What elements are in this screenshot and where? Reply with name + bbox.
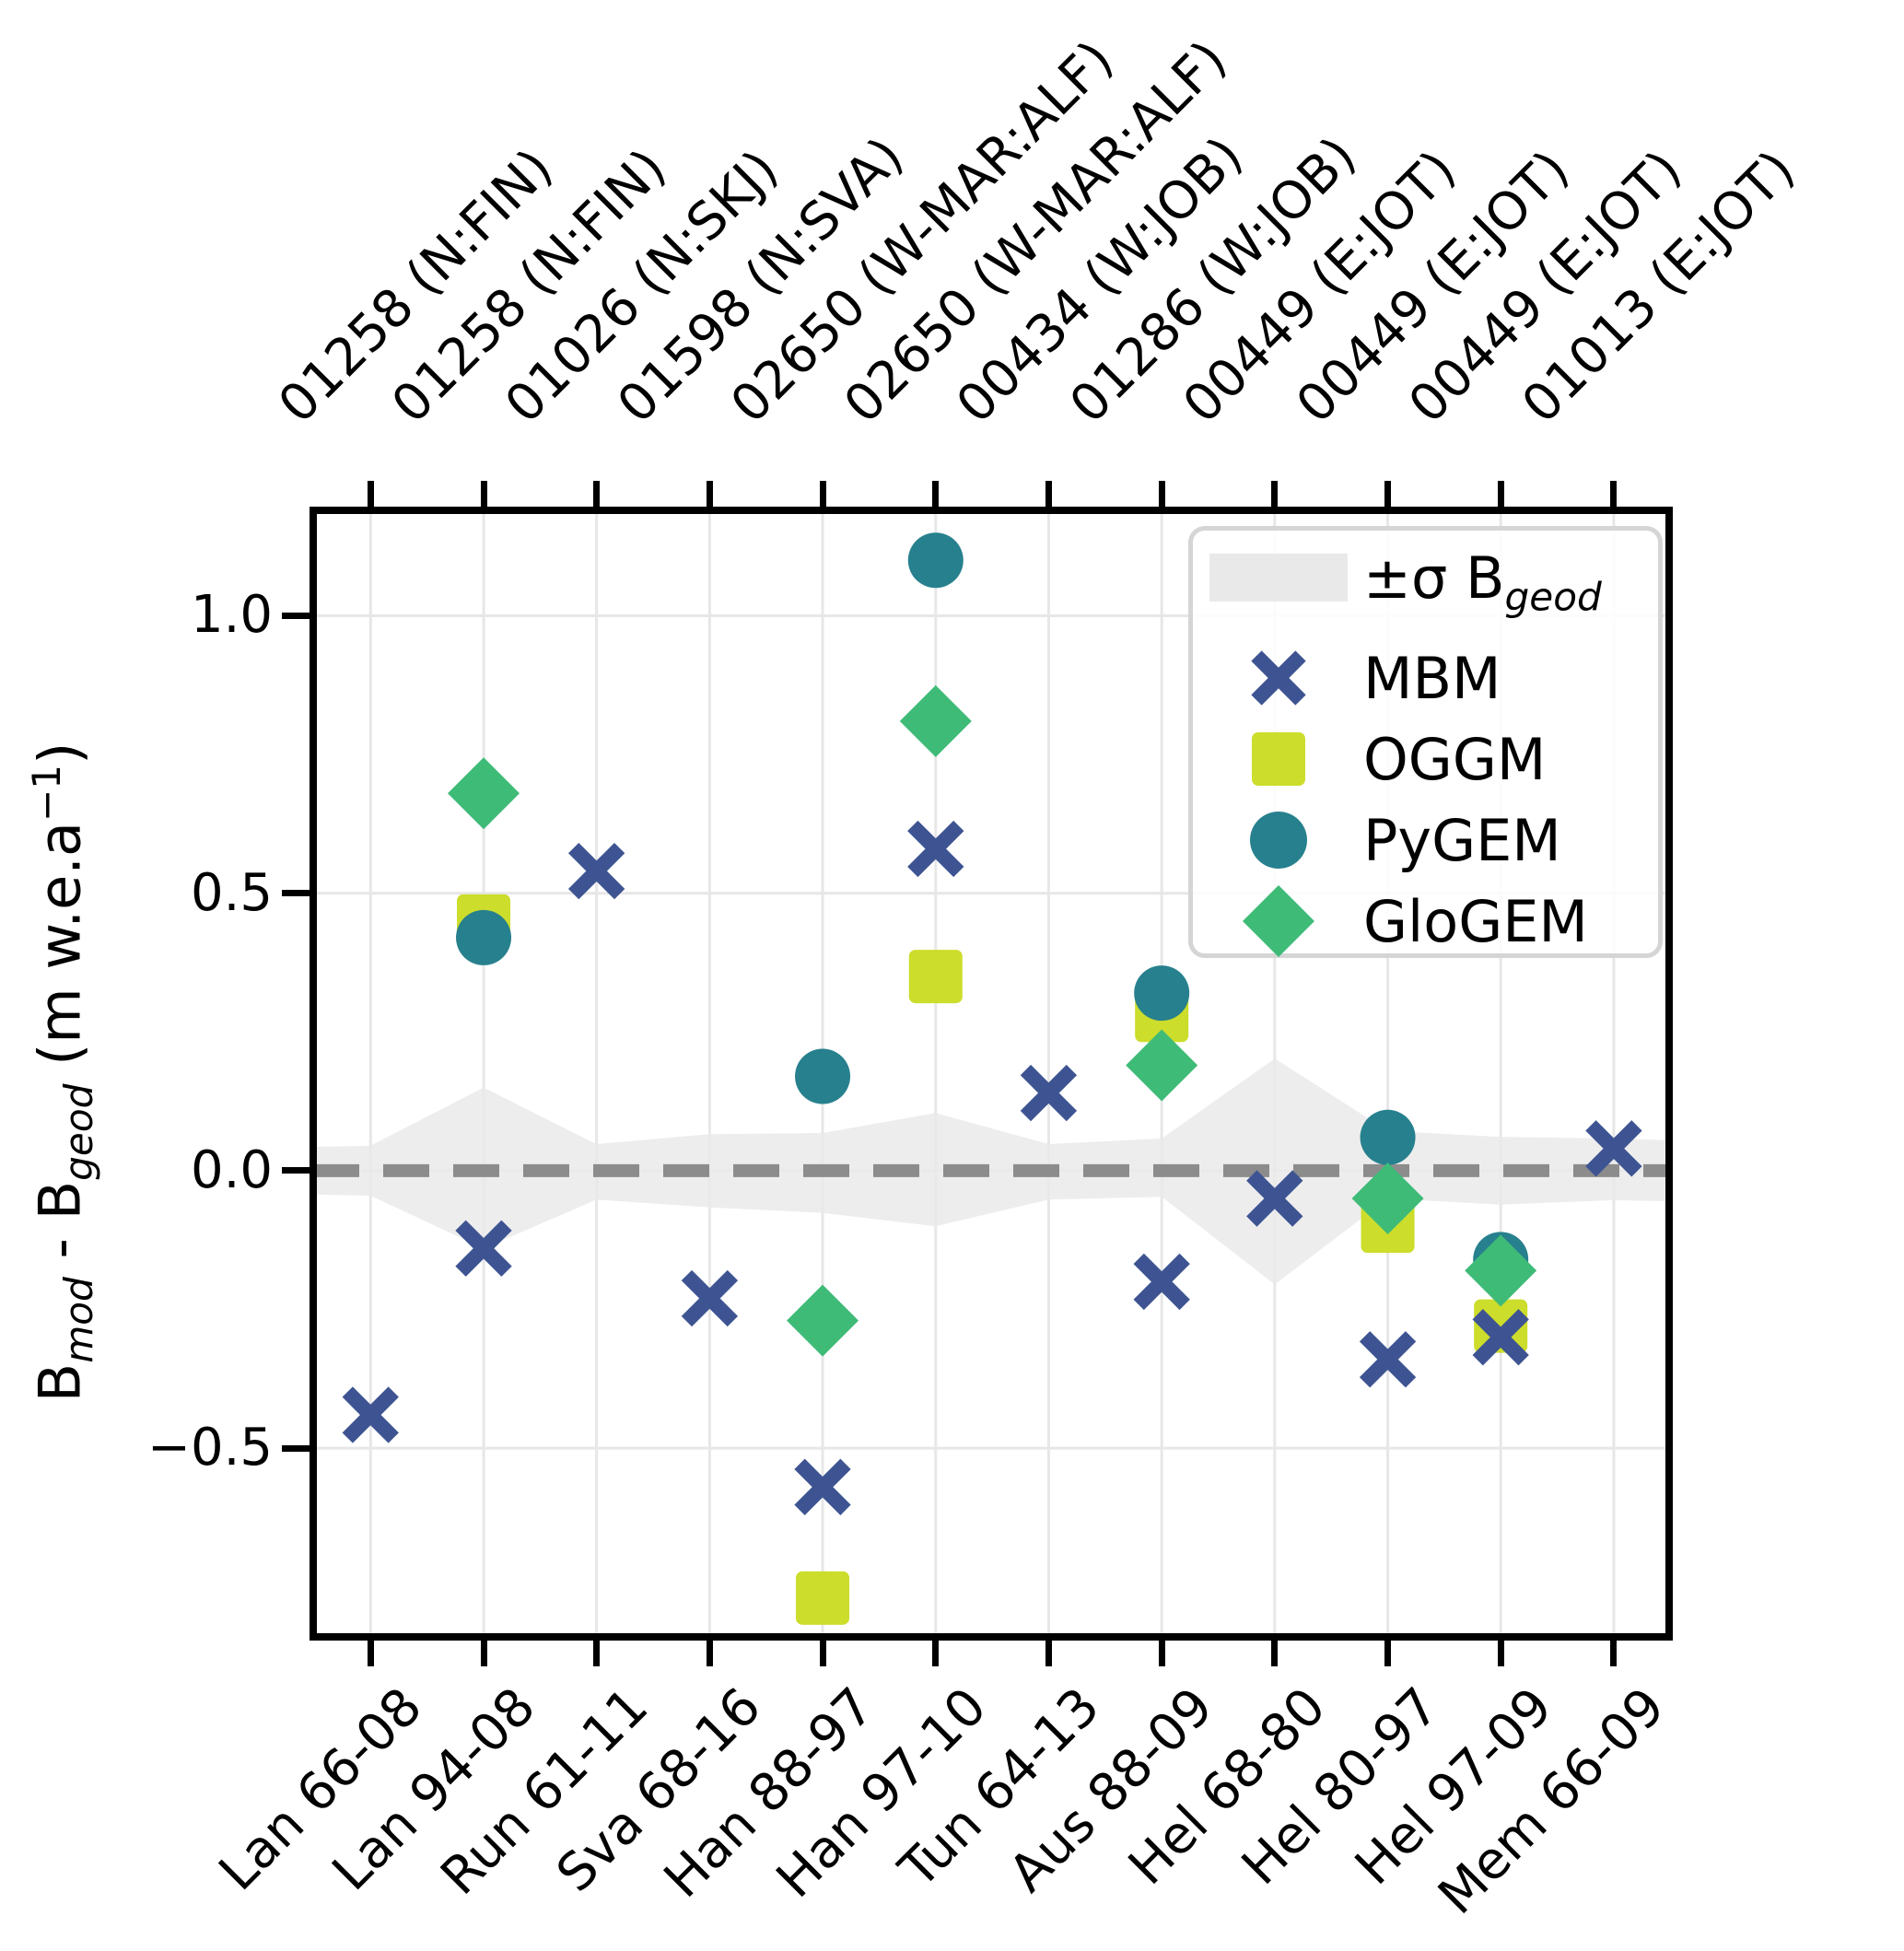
top-tick-mark [367, 481, 374, 510]
bottom-tick-mark [1384, 1637, 1392, 1666]
legend-row-oggm: OGGM [1193, 718, 1658, 800]
pygem-marker [1134, 965, 1190, 1022]
glogem-marker [1465, 1234, 1537, 1307]
legend-label-glogem: GloGEM [1363, 887, 1588, 955]
pygem-marker [907, 532, 964, 589]
top-tick-mark [1271, 481, 1279, 510]
glogem-marker [1351, 1162, 1424, 1235]
x-marker-icon [1193, 641, 1363, 715]
y-tick-mark [282, 890, 313, 897]
sigma-band-swatch-icon [1193, 553, 1363, 602]
top-tick-mark [1610, 481, 1618, 510]
legend-label-mbm: MBM [1363, 644, 1501, 712]
top-tick-mark [932, 481, 940, 510]
pygem-marker [456, 909, 512, 965]
top-tick-mark [1045, 481, 1052, 510]
mbm-marker [1246, 1170, 1303, 1227]
legend: ±σ Bgeod MBM OGGM PyGEM GloGEM [1188, 526, 1663, 958]
top-tick-mark [1497, 481, 1504, 510]
bottom-tick-mark [932, 1637, 940, 1666]
legend-label-sigma-band: ±σ Bgeod [1363, 543, 1602, 619]
legend-row-pygem: PyGEM [1193, 800, 1658, 881]
bottom-tick-mark [1497, 1637, 1504, 1666]
bottom-tick-mark [1045, 1637, 1052, 1666]
y-tick-mark [282, 612, 313, 619]
mbm-marker [794, 1458, 851, 1515]
mbm-marker [342, 1386, 399, 1443]
mbm-marker [1020, 1064, 1078, 1122]
mbm-marker [1585, 1120, 1642, 1177]
mbm-marker [907, 820, 964, 878]
bottom-tick-mark [593, 1637, 601, 1666]
mbm-marker [1472, 1309, 1529, 1366]
square-marker-icon [1193, 722, 1363, 796]
circle-marker-icon [1193, 803, 1363, 877]
y-tick-mark [282, 1444, 313, 1452]
top-tick-mark [593, 481, 601, 510]
oggm-marker [796, 1571, 850, 1625]
glogem-marker [1126, 1029, 1198, 1102]
bottom-tick-mark [1158, 1637, 1165, 1666]
glogem-marker [787, 1284, 859, 1357]
y-tick-mark [282, 1167, 313, 1174]
bottom-tick-mark [1610, 1637, 1618, 1666]
pygem-marker [795, 1048, 851, 1104]
y-axis-label: Bmod - Bgeod (m w.e.a−1) [23, 742, 101, 1403]
mbm-marker [567, 842, 625, 900]
glogem-marker [899, 684, 972, 757]
bottom-tick-mark [819, 1637, 826, 1666]
legend-label-pygem: PyGEM [1363, 806, 1561, 874]
legend-label-oggm: OGGM [1363, 725, 1547, 793]
mbm-marker [1359, 1331, 1417, 1388]
oggm-marker [908, 950, 963, 1004]
glogem-marker [448, 757, 520, 830]
mbm-marker [455, 1220, 512, 1277]
top-tick-mark [706, 481, 713, 510]
diamond-marker-icon [1193, 882, 1363, 960]
bottom-tick-mark [1271, 1637, 1279, 1666]
y-tick-label: 0.5 [190, 862, 273, 923]
legend-row-glogem: GloGEM [1193, 881, 1658, 962]
top-tick-mark [1384, 481, 1392, 510]
bottom-tick-mark [706, 1637, 713, 1666]
top-tick-mark [1158, 481, 1165, 510]
mbm-marker [1133, 1253, 1190, 1311]
sigma-band [313, 1058, 1669, 1285]
oggm-marker [1474, 1299, 1528, 1353]
legend-row-sigma-band: ±σ Bgeod [1193, 540, 1658, 615]
pygem-marker [1360, 1109, 1416, 1165]
y-tick-label: 0.0 [190, 1139, 273, 1200]
mbm-marker [681, 1269, 739, 1327]
bottom-tick-mark [480, 1637, 487, 1666]
bottom-tick-mark [367, 1637, 374, 1666]
y-tick-label: −0.5 [147, 1418, 273, 1478]
legend-row-mbm: MBM [1193, 637, 1658, 718]
top-tick-mark [819, 481, 826, 510]
top-tick-mark [480, 481, 487, 510]
y-tick-label: 1.0 [190, 585, 273, 646]
